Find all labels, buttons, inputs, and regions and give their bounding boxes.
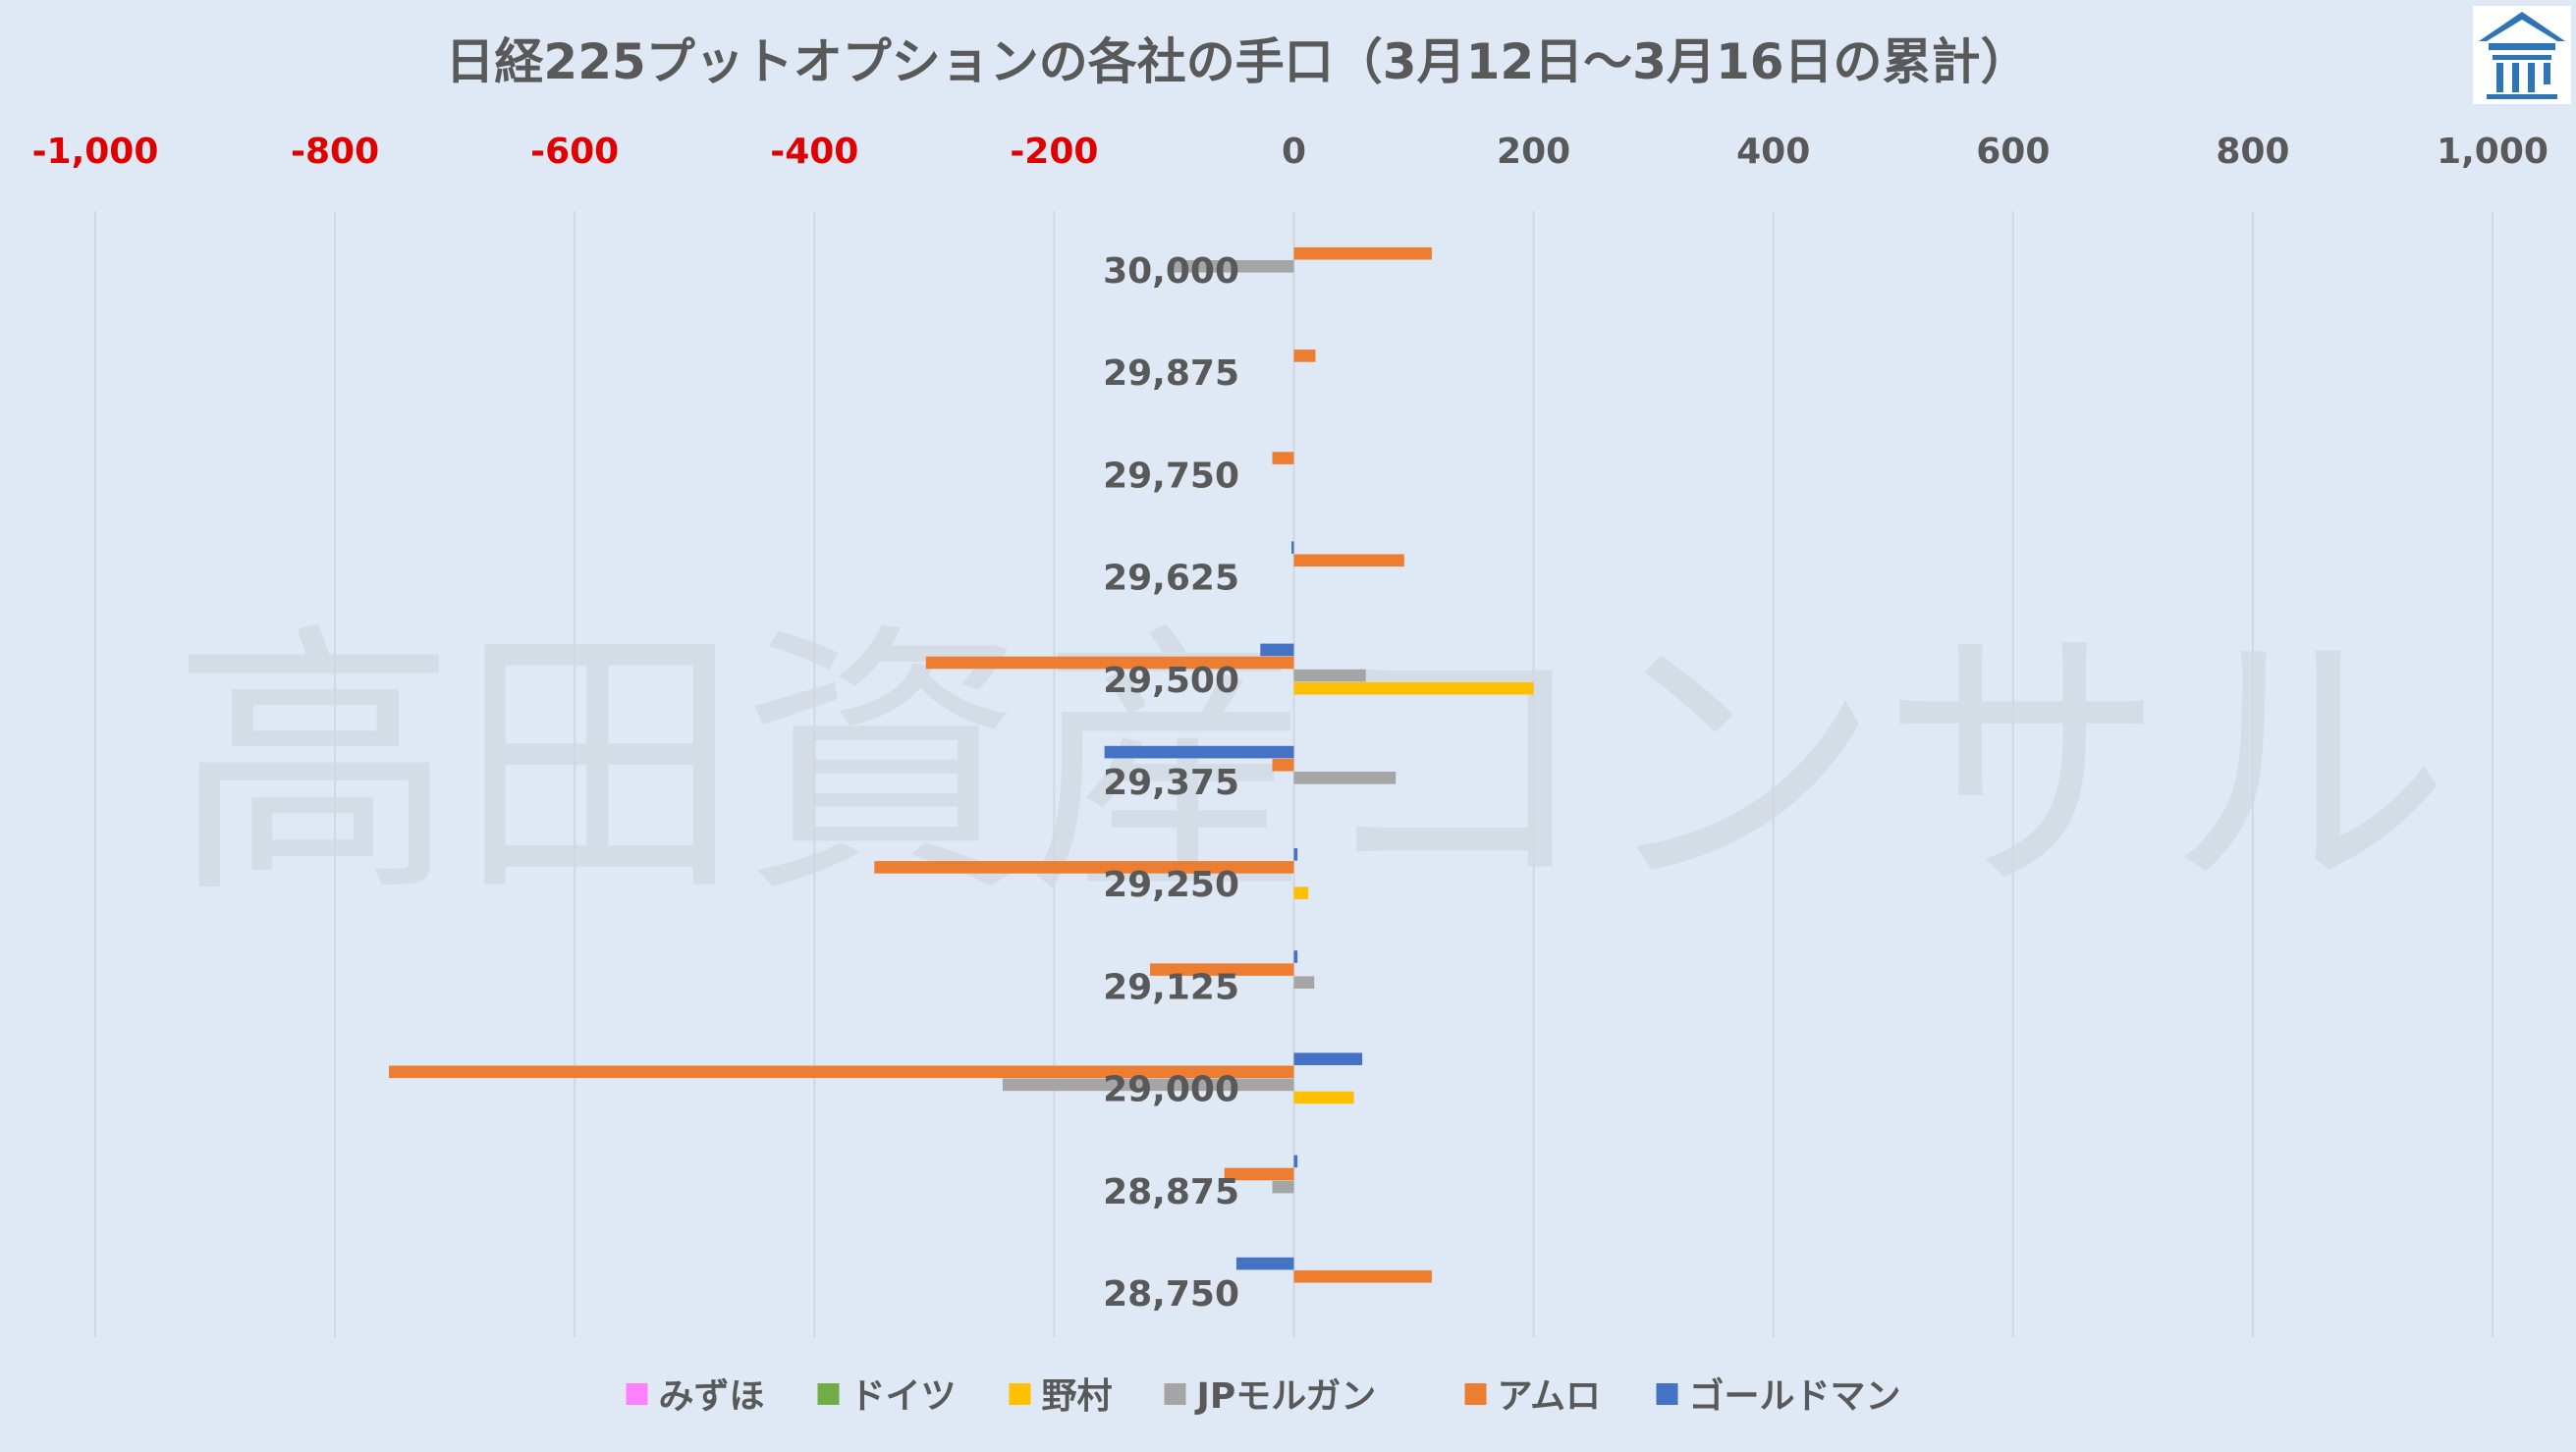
bar-JPモルガン-30,000 bbox=[1174, 260, 1294, 273]
category-label: 28,875 bbox=[1103, 1172, 1239, 1212]
bar-ゴールドマン-29,125 bbox=[1293, 950, 1298, 963]
category-label: 29,000 bbox=[1103, 1070, 1239, 1110]
legend: みずほ ドイツ 野村 JPモルガン アムロ ゴールドマン bbox=[626, 1375, 1901, 1417]
legend-item: 野村 bbox=[1009, 1376, 1113, 1417]
bar-JPモルガン-28,875 bbox=[1272, 1180, 1294, 1194]
x-axis-ticks: -1,000 -800 -600 -400 -200 0 200 400 600 800 1,000 bbox=[32, 132, 2549, 172]
legend-item: ゴールドマン bbox=[1656, 1375, 1901, 1417]
bar-ゴールドマン-28,750 bbox=[1235, 1257, 1294, 1270]
legend-item: ドイツ bbox=[817, 1376, 957, 1417]
bar-ゴールドマン-29,500 bbox=[1260, 643, 1294, 657]
legend-swatch bbox=[817, 1383, 840, 1405]
bar-アムロ-29,875 bbox=[1293, 350, 1316, 362]
category-label: 29,875 bbox=[1103, 353, 1239, 394]
x-tick-label: -800 bbox=[291, 132, 379, 172]
watermark: 高田資産コンサル bbox=[172, 601, 2450, 932]
bar-JPモルガン-29,500 bbox=[1293, 669, 1366, 682]
category-labels: 30,000 29,875 29,750 29,625 29,500 29,375 29,2… bbox=[1103, 251, 1239, 1315]
bar-ゴールドマン-29,000 bbox=[1293, 1052, 1363, 1065]
category-label: 29,250 bbox=[1103, 865, 1239, 905]
legend-label: ゴールドマン bbox=[1689, 1375, 1901, 1417]
category-label: 29,500 bbox=[1103, 661, 1239, 701]
bar-野村-29,500 bbox=[1293, 681, 1534, 695]
bar-JPモルガン-29,000 bbox=[1002, 1078, 1294, 1092]
category-label: 28,750 bbox=[1103, 1274, 1239, 1315]
legend-label: 野村 bbox=[1042, 1376, 1113, 1417]
category-label: 29,625 bbox=[1103, 559, 1239, 599]
x-tick-label: -200 bbox=[1010, 132, 1098, 172]
x-tick-label: -400 bbox=[770, 132, 858, 172]
bar-アムロ-29,375 bbox=[1272, 758, 1294, 772]
chart-title: 日経225プットオプションの各社の手口（3月12日～3月16日の累計） bbox=[445, 33, 2029, 90]
bar-アムロ-29,625 bbox=[1293, 554, 1404, 567]
legend-label: JPモルガン bbox=[1194, 1376, 1377, 1417]
bar-野村-29,250 bbox=[1293, 887, 1309, 899]
x-tick-label: 1,000 bbox=[2437, 132, 2549, 172]
bar-ゴールドマン-29,625 bbox=[1291, 541, 1294, 554]
legend-item: アムロ bbox=[1464, 1376, 1601, 1417]
x-tick-label: 800 bbox=[2216, 132, 2289, 172]
logo bbox=[2473, 6, 2571, 104]
building-roof-icon bbox=[2479, 12, 2565, 99]
bar-アムロ-28,875 bbox=[1224, 1167, 1294, 1181]
x-tick-label: 200 bbox=[1497, 132, 1570, 172]
bar-ゴールドマン-28,875 bbox=[1293, 1155, 1298, 1168]
bar-ゴールドマン-29,250 bbox=[1293, 848, 1298, 861]
bar-ゴールドマン-29,375 bbox=[1104, 745, 1294, 759]
legend-item: JPモルガン bbox=[1164, 1376, 1377, 1417]
bar-アムロ-29,000 bbox=[389, 1065, 1294, 1079]
x-tick-label: -600 bbox=[530, 132, 619, 172]
legend-label: みずほ bbox=[659, 1376, 765, 1417]
legend-swatch bbox=[626, 1383, 648, 1405]
category-label: 29,750 bbox=[1103, 456, 1239, 496]
bar-アムロ-29,750 bbox=[1272, 452, 1294, 464]
bar-アムロ-30,000 bbox=[1293, 246, 1432, 260]
bar-アムロ-29,250 bbox=[874, 861, 1294, 874]
legend-swatch bbox=[1656, 1383, 1678, 1405]
x-tick-label: -1,000 bbox=[32, 132, 159, 172]
bar-アムロ-29,125 bbox=[1150, 963, 1294, 976]
x-tick-label: 600 bbox=[1976, 132, 2050, 172]
legend-item: みずほ bbox=[626, 1376, 765, 1417]
legend-swatch bbox=[1164, 1383, 1186, 1405]
bar-アムロ-29,500 bbox=[925, 656, 1294, 670]
legend-swatch bbox=[1464, 1383, 1487, 1405]
bar-野村-29,000 bbox=[1293, 1091, 1354, 1104]
bars bbox=[389, 246, 1534, 1283]
x-tick-label: 400 bbox=[1736, 132, 1810, 172]
legend-label: ドイツ bbox=[850, 1376, 957, 1417]
legend-swatch bbox=[1009, 1383, 1031, 1405]
bar-アムロ-28,750 bbox=[1293, 1269, 1432, 1283]
legend-label: アムロ bbox=[1498, 1376, 1601, 1417]
category-label: 30,000 bbox=[1103, 251, 1239, 292]
bar-JPモルガン-29,125 bbox=[1293, 976, 1315, 989]
category-label: 29,375 bbox=[1103, 763, 1239, 803]
category-label: 29,125 bbox=[1103, 967, 1239, 1007]
x-tick-label: 0 bbox=[1282, 132, 1306, 172]
bar-JPモルガン-29,375 bbox=[1293, 772, 1397, 784]
